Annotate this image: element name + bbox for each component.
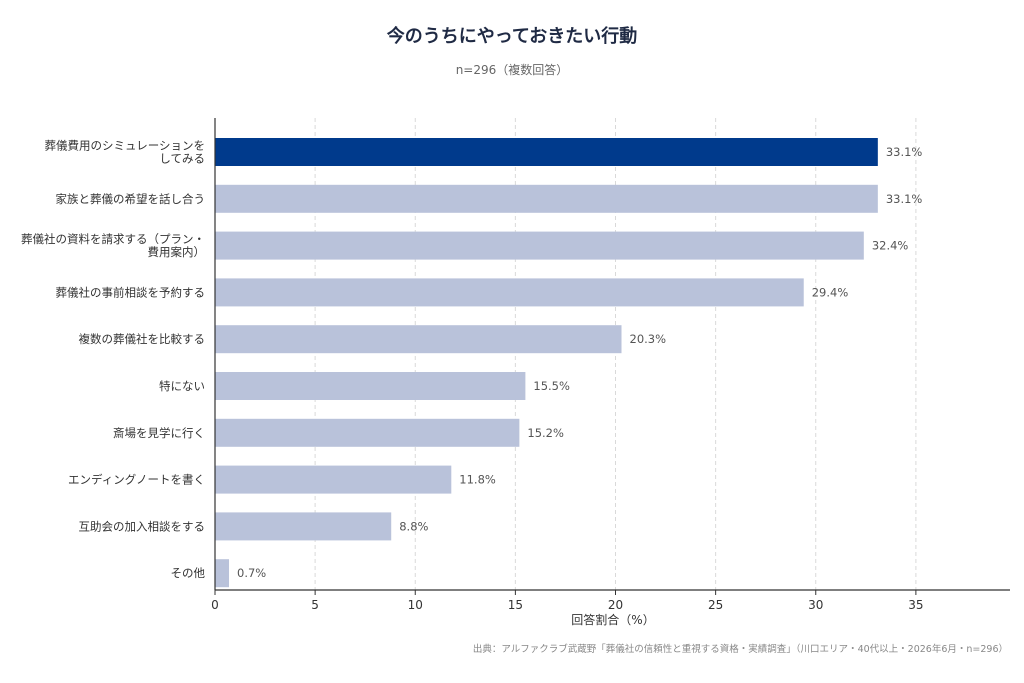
source-note: 出典：アルファクラブ武蔵野「葬儀社の信頼性と重視する資格・実績調査」（川口エリア…: [473, 643, 1008, 655]
x-tick-label: 30: [808, 598, 823, 612]
bar: [215, 138, 878, 166]
bar-value-label: 29.4%: [812, 285, 849, 299]
x-tick-label: 15: [508, 598, 523, 612]
bar-value-label: 15.5%: [533, 379, 570, 393]
bar-value-label: 11.8%: [459, 473, 496, 487]
bar-value-label: 0.7%: [237, 566, 266, 580]
bar: [215, 512, 392, 541]
bars: [215, 138, 878, 588]
category-label-line: 費用案内）: [148, 245, 206, 259]
bar-value-label: 32.4%: [872, 239, 909, 253]
category-label-line: その他: [171, 566, 206, 580]
x-tick-label: 0: [211, 598, 219, 612]
category-label-line: 互助会の加入相談をする: [79, 519, 206, 533]
category-label: 家族と葬儀の希望を話し合う: [56, 192, 206, 206]
category-label: 葬儀社の事前相談を予約する: [56, 285, 206, 299]
x-tick-label: 25: [708, 598, 723, 612]
category-label: 複数の葬儀社を比較する: [79, 332, 206, 346]
category-labels: 葬儀費用のシミュレーションをしてみる家族と葬儀の希望を話し合う葬儀社の資料を請求…: [21, 139, 205, 581]
x-axis-label: 回答割合（%）: [571, 612, 654, 627]
category-label-line: 家族と葬儀の希望を話し合う: [56, 192, 206, 206]
axes: 0 5 10 15 20 25 30 35: [211, 118, 1010, 612]
bar: [215, 418, 520, 447]
category-label: 斎場を見学に行く: [113, 426, 205, 440]
bar-value-label: 8.8%: [399, 519, 428, 533]
category-label-line: 葬儀社の資料を請求する（プラン・: [21, 232, 205, 246]
bar-value-label: 15.2%: [527, 426, 564, 440]
category-label: 特にない: [159, 379, 205, 393]
category-label: その他: [171, 566, 206, 580]
x-tick-label: 10: [408, 598, 423, 612]
category-label-line: 複数の葬儀社を比較する: [79, 332, 206, 346]
category-label-line: 特にない: [159, 379, 205, 393]
bar: [215, 372, 526, 400]
category-label-line: 葬儀社の事前相談を予約する: [56, 285, 206, 299]
value-labels: 33.1% 33.1% 32.4% 29.4% 20.3% 15.5% 15.2% 11.8%…: [237, 145, 922, 580]
category-label-line: してみる: [159, 152, 205, 166]
bar: [215, 559, 230, 588]
category-label: 葬儀社の資料を請求する（プラン・費用案内）: [21, 232, 205, 259]
bar: [215, 278, 804, 307]
bar-value-label: 33.1%: [886, 145, 923, 159]
category-label: エンディングノートを書く: [68, 473, 205, 487]
chart-subtitle: n=296（複数回答）: [456, 62, 569, 77]
bar: [215, 465, 452, 494]
chart-title: 今のうちにやっておきたい行動: [387, 25, 638, 47]
x-tick-label: 20: [608, 598, 623, 612]
category-label-line: 斎場を見学に行く: [113, 426, 205, 440]
category-label-line: エンディングノートを書く: [68, 473, 205, 487]
bar: [215, 231, 864, 260]
bar: [215, 184, 878, 213]
category-label: 互助会の加入相談をする: [79, 519, 206, 533]
category-label-line: 葬儀費用のシミュレーションを: [44, 139, 205, 153]
bar: [215, 325, 622, 354]
bar-value-label: 33.1%: [886, 192, 923, 206]
bar-value-label: 20.3%: [630, 332, 667, 346]
x-tick-label: 35: [908, 598, 923, 612]
category-label: 葬儀費用のシミュレーションをしてみる: [44, 139, 205, 166]
x-tick-label: 5: [311, 598, 319, 612]
